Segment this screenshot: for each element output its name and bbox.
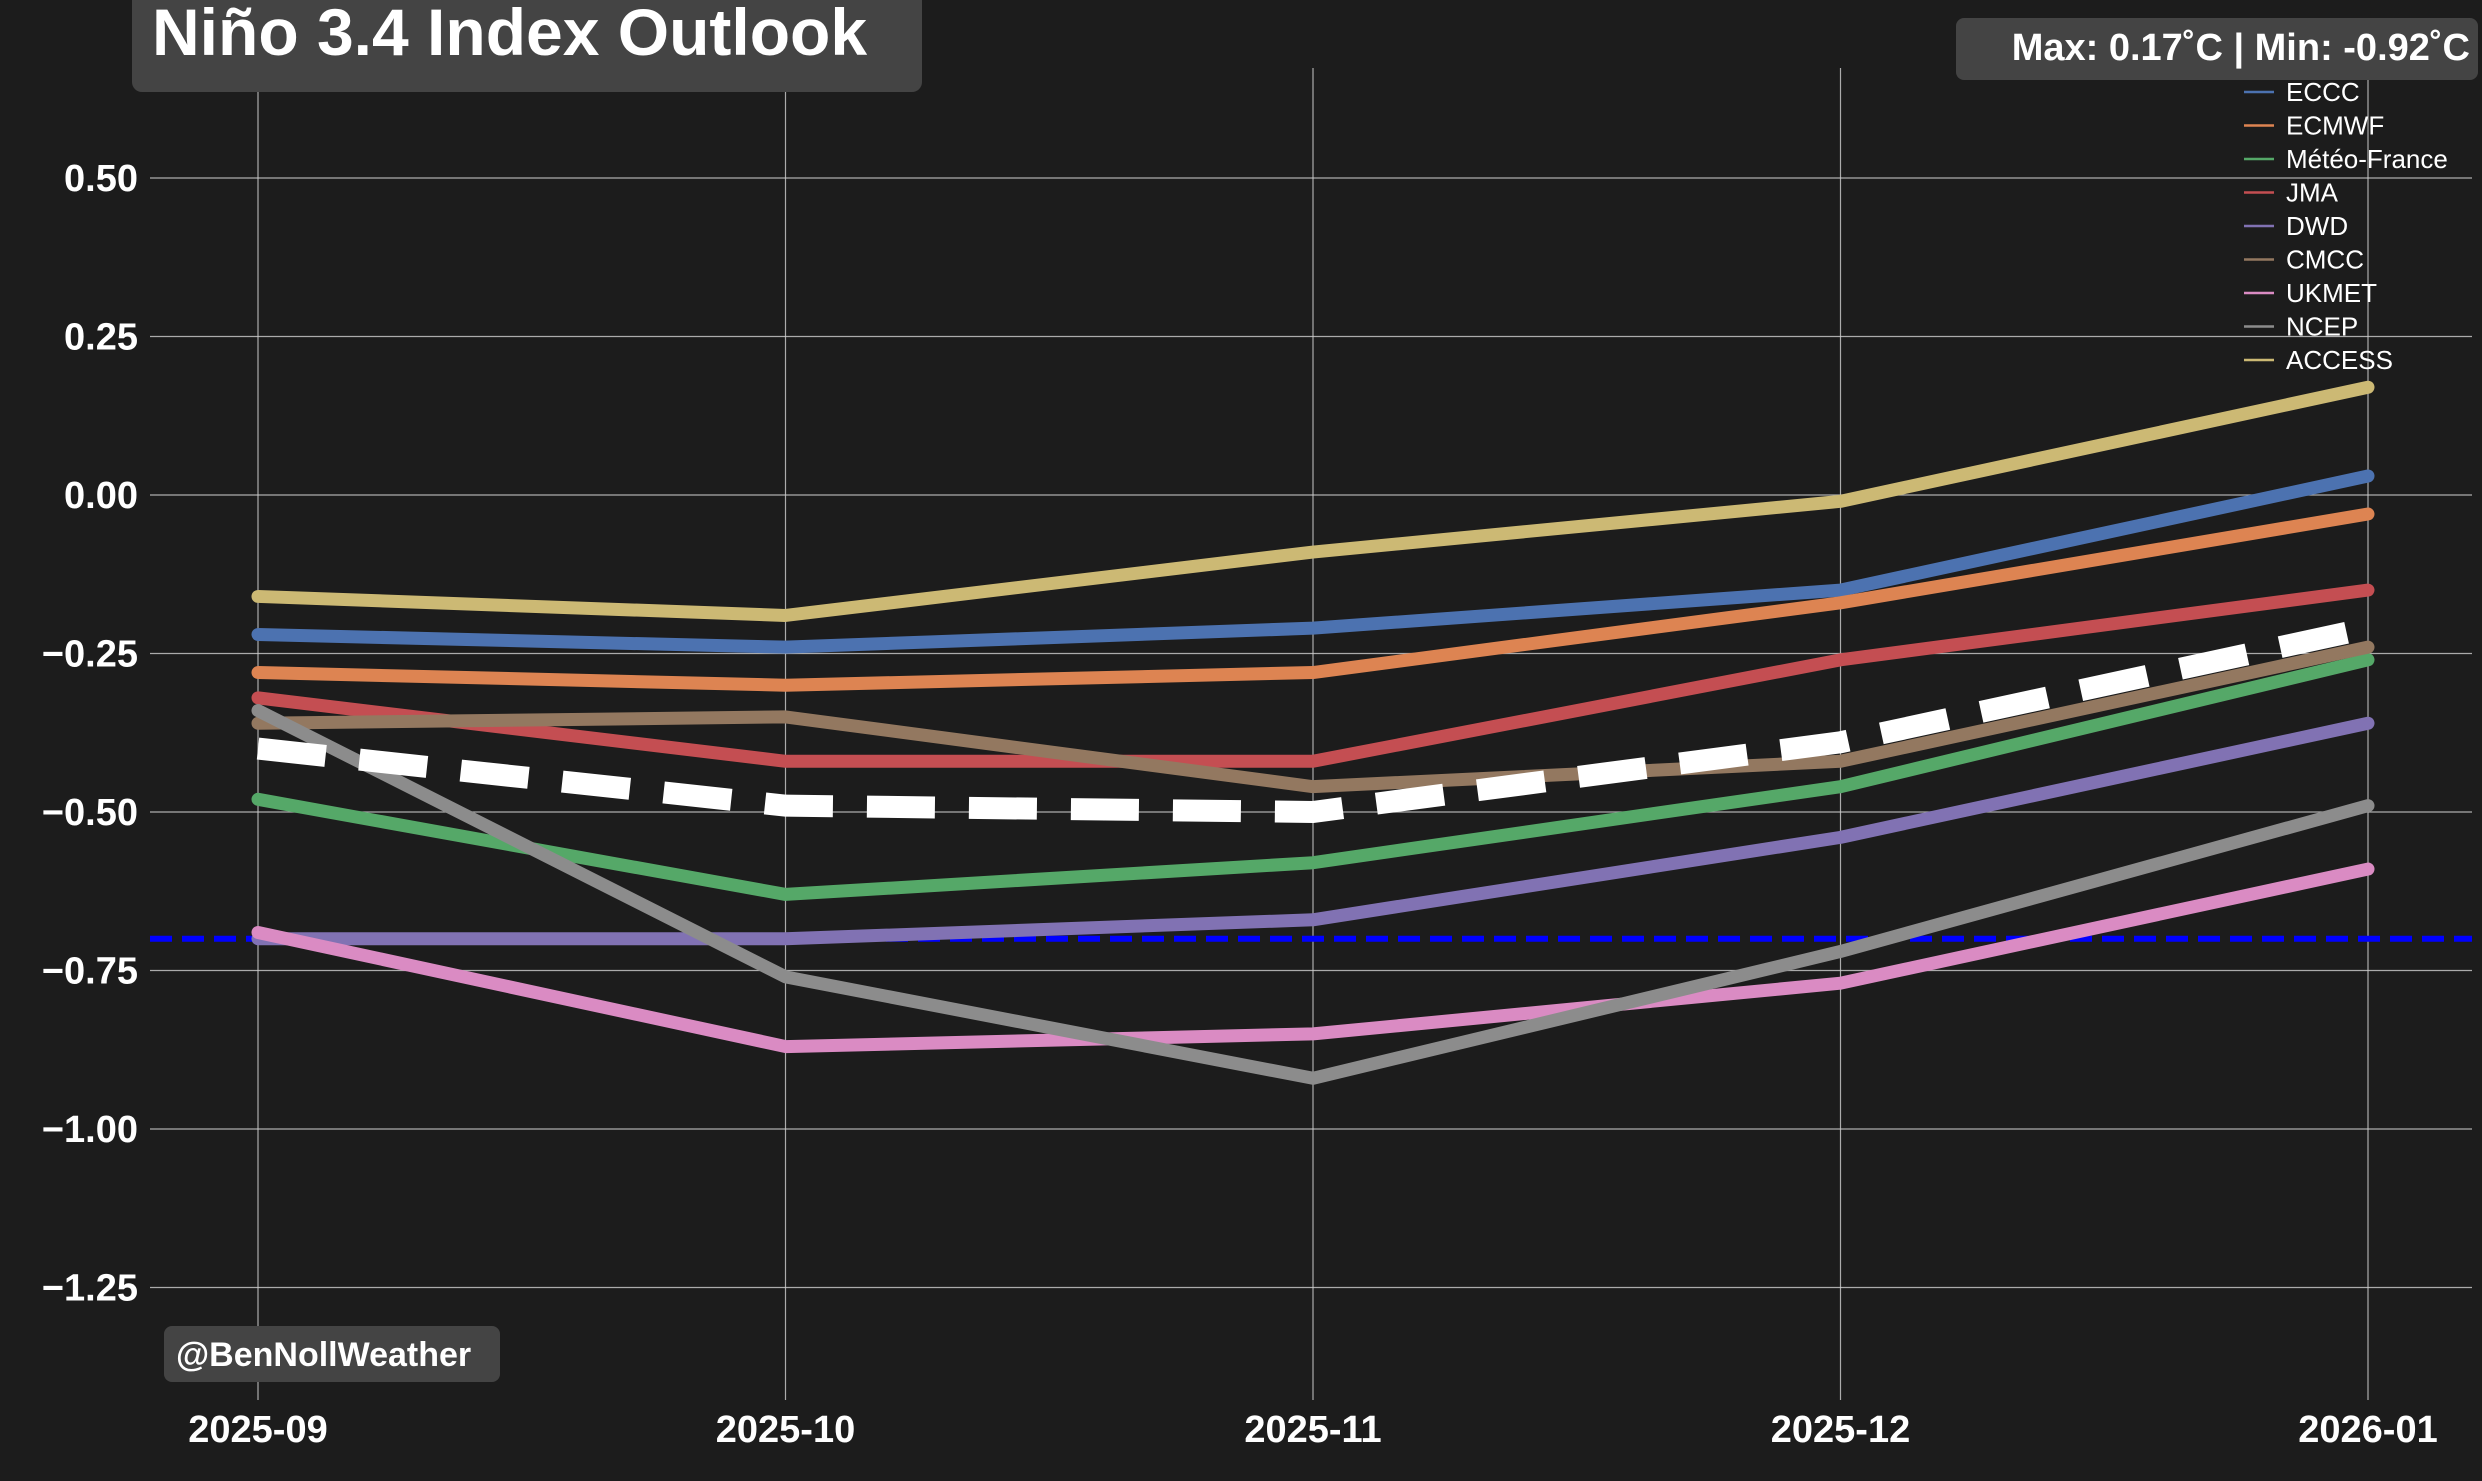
y-tick-label: −1.25 [42,1268,138,1310]
stats-badge-background [1956,18,2478,80]
x-tick-label: 2025-11 [1244,1409,1381,1451]
legend-label: JMA [2286,178,2339,208]
stats-badge: Max: 0.17˚C | Min: -0.92˚C [1956,18,2478,80]
watermark-background [164,1326,500,1382]
watermark-badge: @BenNollWeather [164,1326,500,1382]
series-line-access [251,380,2375,622]
series-line-cmcc [251,640,2375,794]
stats-text: Max: 0.17˚C | Min: -0.92˚C [2012,27,2470,69]
title-badge-background [132,0,922,92]
watermark-text: @BenNollWeather [176,1336,471,1374]
y-tick-label: 0.50 [64,158,138,200]
series-line-eccc [251,469,2375,654]
x-axis-tick-labels: 2025-09 2025-10 2025-11 2025-12 2026-01 [188,1409,2437,1451]
y-tick-label: 0.00 [64,475,138,517]
y-axis-tick-labels: 0.50 0.25 0.00 −0.25 −0.50 −0.75 −1.00 −1.25 [42,158,138,1310]
legend-label: Météo-France [2286,144,2448,174]
x-tick-label: 2025-10 [716,1409,855,1451]
x-tick-label: 2025-09 [188,1409,327,1451]
series-line-ncep [251,704,2375,1085]
y-tick-label: −1.00 [42,1109,138,1151]
legend-label: UKMET [2286,278,2377,308]
legend-label: DWD [2286,211,2348,241]
y-tick-label: −0.50 [42,792,138,834]
legend-label: NCEP [2286,312,2358,342]
series-line-ecmwf [251,507,2375,692]
legend-label: ACCESS [2286,345,2393,375]
legend-label: ECCC [2286,77,2360,107]
x-tick-label: 2025-12 [1771,1409,1910,1451]
series-line-dwd [251,716,2375,946]
y-tick-label: −0.25 [42,634,138,676]
y-tick-label: 0.25 [64,317,138,359]
legend-label: ECMWF [2286,111,2384,141]
ensemble-mean-line [256,617,2371,824]
series-line-m-t-o-france [251,653,2375,901]
series-line-jma [251,583,2375,768]
series-lines [150,380,2472,1085]
x-tick-label: 2026-01 [2298,1409,2437,1451]
chart-title: Niño 3.4 Index Outlook [152,0,867,69]
title-badge: Niño 3.4 Index Outlook [132,0,922,92]
legend-label: CMCC [2286,245,2364,275]
y-tick-label: −0.75 [42,951,138,993]
series-line-ukmet [251,862,2375,1054]
